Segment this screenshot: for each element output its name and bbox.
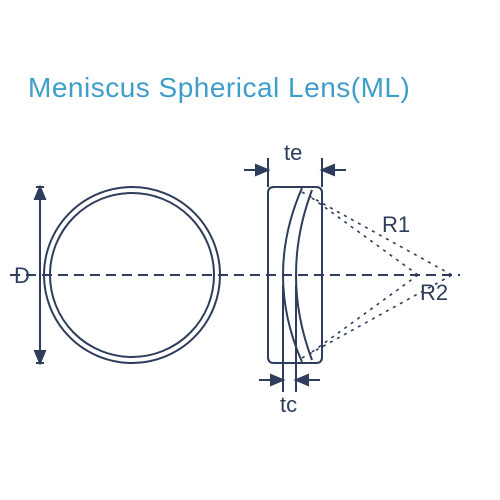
- lens-diagram: D te tc R1 R: [0, 0, 500, 500]
- label-R2: R2: [420, 280, 448, 305]
- label-R1: R1: [382, 212, 410, 237]
- label-te: te: [284, 140, 302, 165]
- label-tc: tc: [280, 392, 297, 417]
- label-D: D: [14, 263, 30, 288]
